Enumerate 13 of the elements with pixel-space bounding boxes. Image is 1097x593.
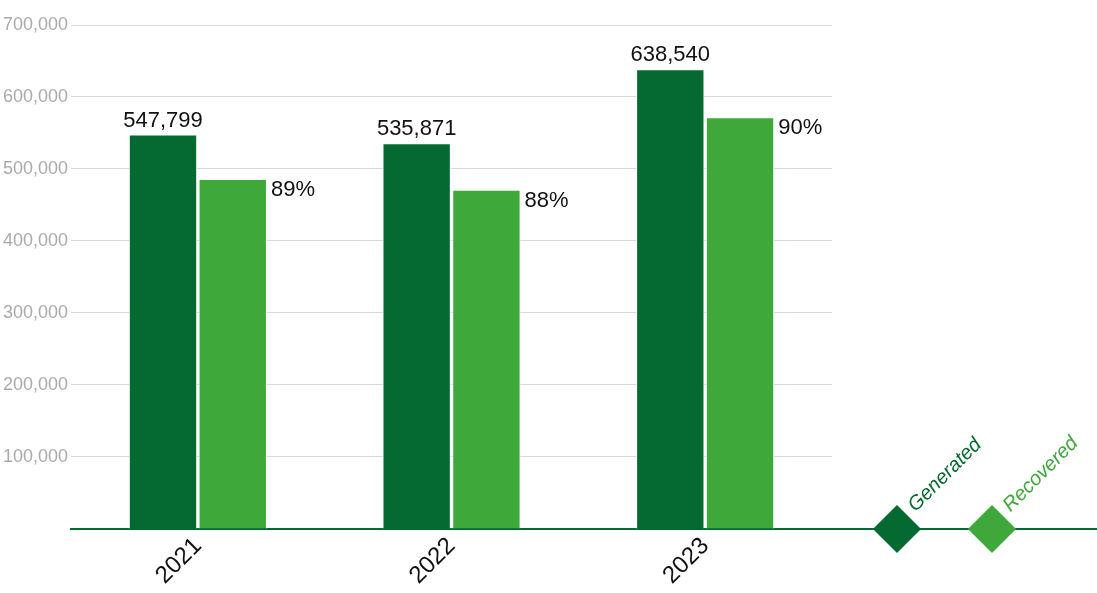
data-label: 638,540 bbox=[630, 41, 711, 67]
y-tick-label: 500,000 bbox=[2, 157, 69, 178]
data-label: 547,799 bbox=[123, 106, 203, 132]
annotation: 90% bbox=[778, 114, 823, 140]
y-tick-label: 700,000 bbox=[2, 13, 69, 34]
y-tick-label: 600,000 bbox=[2, 85, 69, 106]
annotation: 88% bbox=[524, 186, 569, 212]
y-tick-label: 100,000 bbox=[2, 445, 69, 466]
y-tick-label: 400,000 bbox=[2, 229, 69, 250]
annotation: 89% bbox=[270, 176, 315, 202]
y-tick-label: 300,000 bbox=[2, 301, 69, 322]
y-tick-label: 200,000 bbox=[2, 373, 69, 394]
data-label: 535,871 bbox=[376, 115, 457, 141]
